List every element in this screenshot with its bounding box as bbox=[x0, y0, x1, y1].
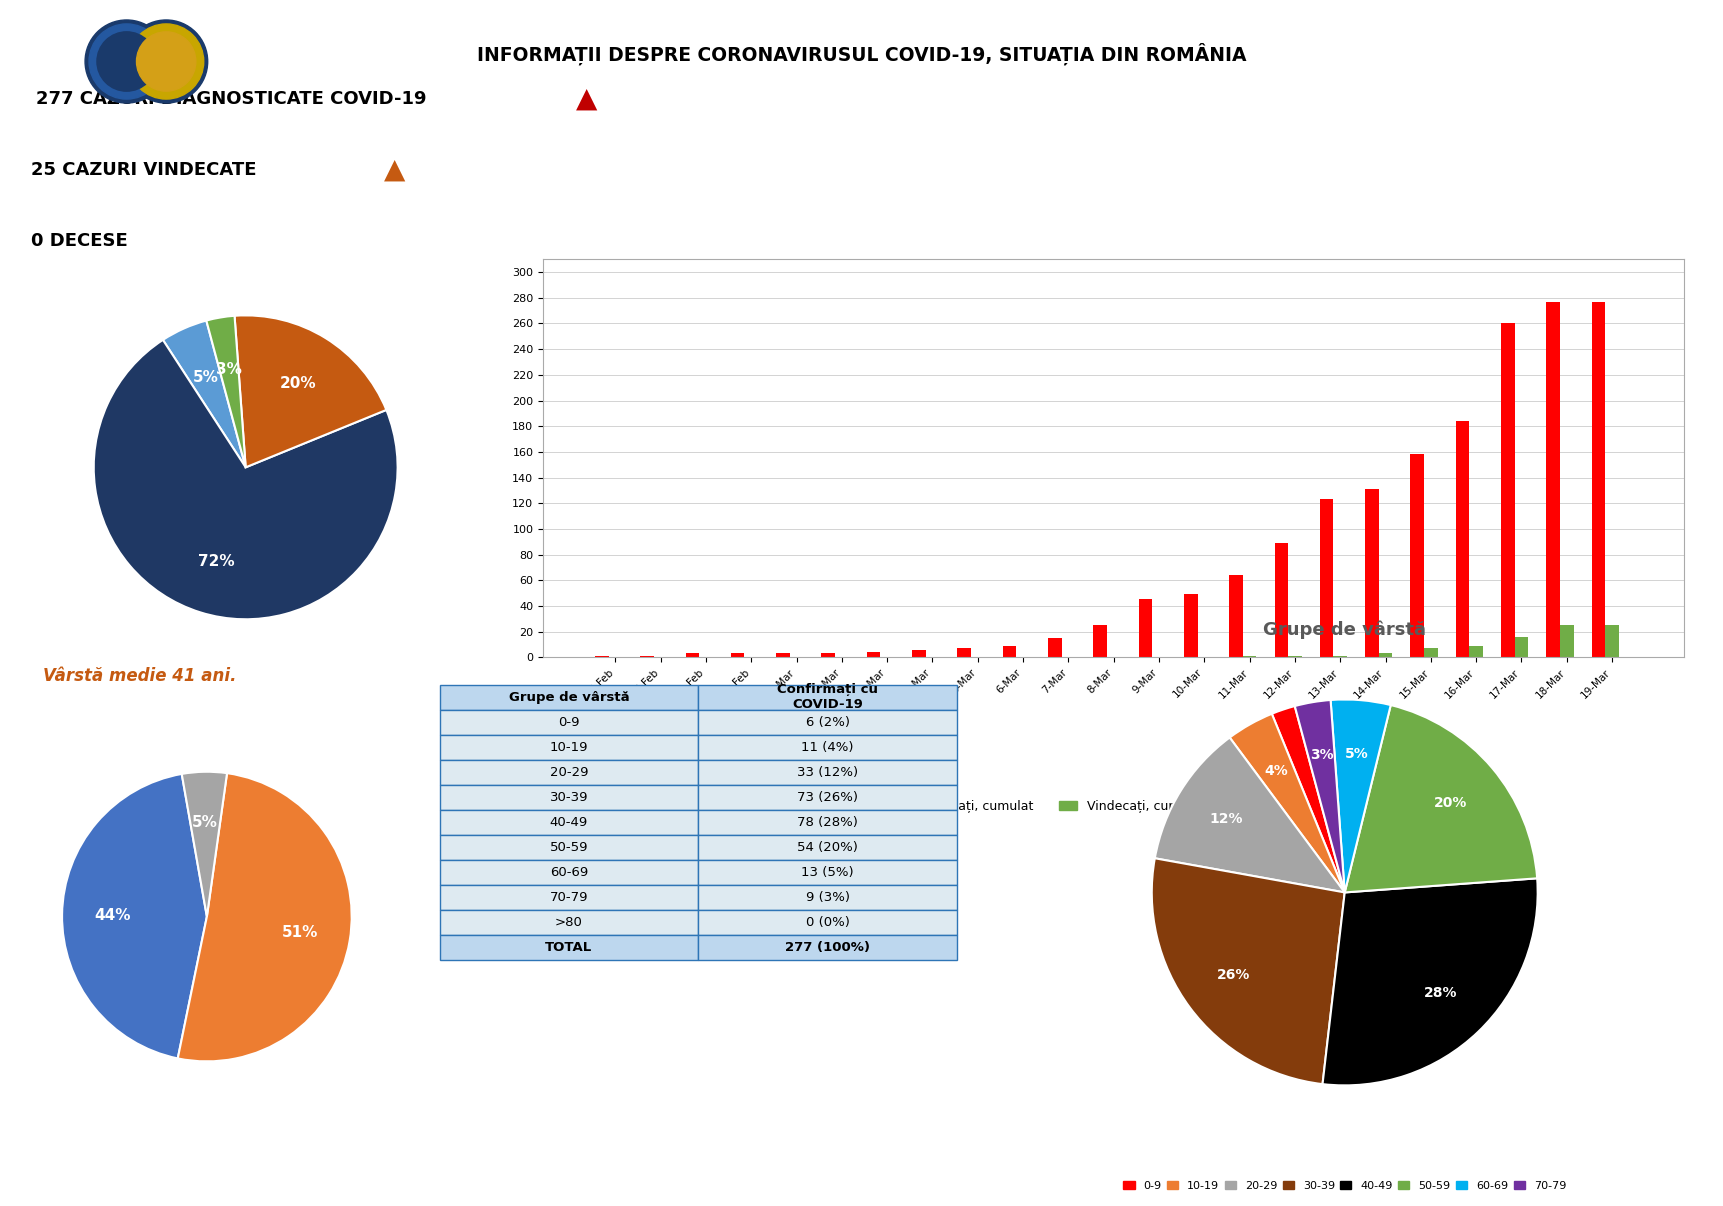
Text: Vârstă medie 41 ani.: Vârstă medie 41 ani. bbox=[43, 667, 236, 685]
Bar bbox=[1273, 543, 1287, 657]
Circle shape bbox=[124, 21, 207, 103]
Wedge shape bbox=[181, 772, 227, 917]
Bar bbox=[1546, 302, 1559, 657]
Text: 26%: 26% bbox=[1216, 968, 1249, 982]
Text: 20%: 20% bbox=[1434, 796, 1466, 809]
Text: 5%: 5% bbox=[1344, 747, 1368, 761]
Wedge shape bbox=[234, 316, 386, 468]
Bar bbox=[1184, 595, 1197, 657]
Bar bbox=[1320, 499, 1332, 657]
Wedge shape bbox=[177, 773, 351, 1061]
Bar bbox=[956, 649, 970, 657]
Text: 3%: 3% bbox=[215, 363, 241, 377]
Bar bbox=[731, 654, 744, 657]
Circle shape bbox=[84, 21, 169, 103]
Wedge shape bbox=[62, 774, 207, 1059]
Text: 12%: 12% bbox=[1210, 812, 1242, 826]
Bar bbox=[1332, 656, 1346, 657]
Bar bbox=[686, 654, 700, 657]
Text: 4%: 4% bbox=[1265, 765, 1287, 778]
Wedge shape bbox=[1228, 714, 1344, 892]
Bar bbox=[1559, 625, 1573, 657]
Wedge shape bbox=[1330, 699, 1390, 892]
Legend: Diagnosticați, cumulat, Vindecați, cumulat, Decese, cumulat: Diagnosticați, cumulat, Vindecați, cumul… bbox=[858, 795, 1368, 818]
Bar bbox=[1137, 599, 1151, 657]
Legend: 0-9, 10-19, 20-29, 30-39, 40-49, 50-59, 60-69, 70-79: 0-9, 10-19, 20-29, 30-39, 40-49, 50-59, … bbox=[1118, 1177, 1570, 1195]
Circle shape bbox=[129, 24, 203, 99]
Text: ▲: ▲ bbox=[384, 156, 405, 185]
Bar bbox=[594, 656, 608, 657]
Bar bbox=[1409, 455, 1423, 657]
Wedge shape bbox=[207, 316, 245, 468]
Text: 5%: 5% bbox=[193, 815, 219, 830]
Bar bbox=[775, 654, 789, 657]
Bar bbox=[639, 656, 653, 657]
Text: 44%: 44% bbox=[95, 908, 131, 923]
Text: INFORMAȚII DESPRE CORONAVIRUSUL COVID-19, SITUAȚIA DIN ROMÂNIA: INFORMAȚII DESPRE CORONAVIRUSUL COVID-19… bbox=[477, 42, 1246, 65]
Bar bbox=[1454, 421, 1468, 657]
Wedge shape bbox=[1154, 738, 1344, 892]
Text: 25 CAZURI VINDECATE: 25 CAZURI VINDECATE bbox=[31, 162, 257, 178]
Wedge shape bbox=[1344, 706, 1537, 892]
Bar bbox=[1287, 656, 1301, 657]
Text: 20%: 20% bbox=[279, 376, 315, 391]
Bar bbox=[1242, 656, 1256, 657]
Bar bbox=[1590, 302, 1604, 657]
Wedge shape bbox=[93, 340, 398, 619]
Bar bbox=[867, 652, 880, 657]
Wedge shape bbox=[1322, 878, 1537, 1085]
Bar bbox=[1228, 575, 1242, 657]
Bar bbox=[1092, 625, 1106, 657]
Text: 3%: 3% bbox=[1309, 749, 1332, 762]
Text: ▲: ▲ bbox=[575, 84, 598, 113]
Bar bbox=[1365, 490, 1378, 657]
Bar bbox=[1515, 637, 1527, 657]
Text: 51%: 51% bbox=[281, 925, 317, 941]
Bar bbox=[1423, 649, 1437, 657]
Circle shape bbox=[136, 31, 196, 92]
Bar bbox=[1468, 645, 1482, 657]
Title: Grupe de vârstă: Grupe de vârstă bbox=[1263, 620, 1425, 638]
Bar bbox=[911, 650, 925, 657]
Wedge shape bbox=[1272, 706, 1344, 892]
Wedge shape bbox=[162, 321, 245, 468]
Bar bbox=[1501, 323, 1515, 657]
Bar bbox=[1048, 638, 1061, 657]
Circle shape bbox=[96, 31, 157, 92]
Wedge shape bbox=[1294, 699, 1344, 892]
Wedge shape bbox=[1151, 859, 1344, 1084]
Text: 72%: 72% bbox=[198, 554, 234, 569]
Bar bbox=[820, 654, 834, 657]
Text: 28%: 28% bbox=[1423, 985, 1456, 1000]
Text: 0 DECESE: 0 DECESE bbox=[31, 233, 128, 250]
Bar bbox=[1003, 645, 1015, 657]
Bar bbox=[1378, 654, 1392, 657]
Text: 5%: 5% bbox=[193, 369, 219, 385]
Circle shape bbox=[90, 24, 164, 99]
Text: 277 CAZURI DIAGNOSTICATE COVID-19: 277 CAZURI DIAGNOSTICATE COVID-19 bbox=[36, 90, 426, 107]
Bar bbox=[1604, 625, 1618, 657]
